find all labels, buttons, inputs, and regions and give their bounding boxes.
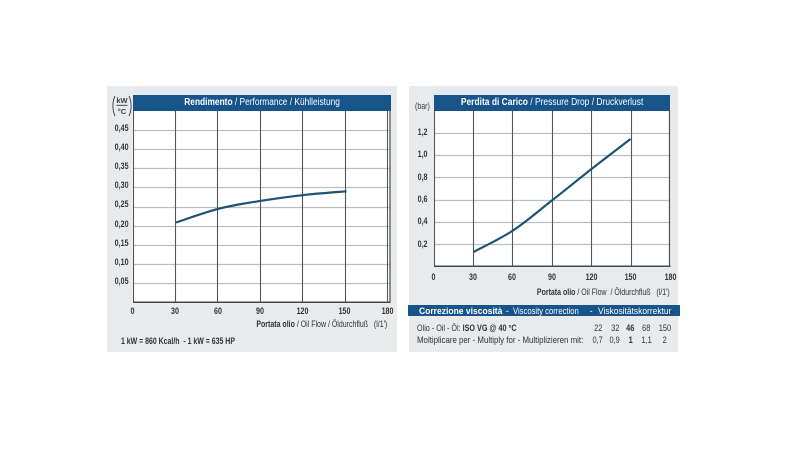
svg-text:kW: kW [116,96,128,105]
svg-text:°C: °C [117,107,126,116]
